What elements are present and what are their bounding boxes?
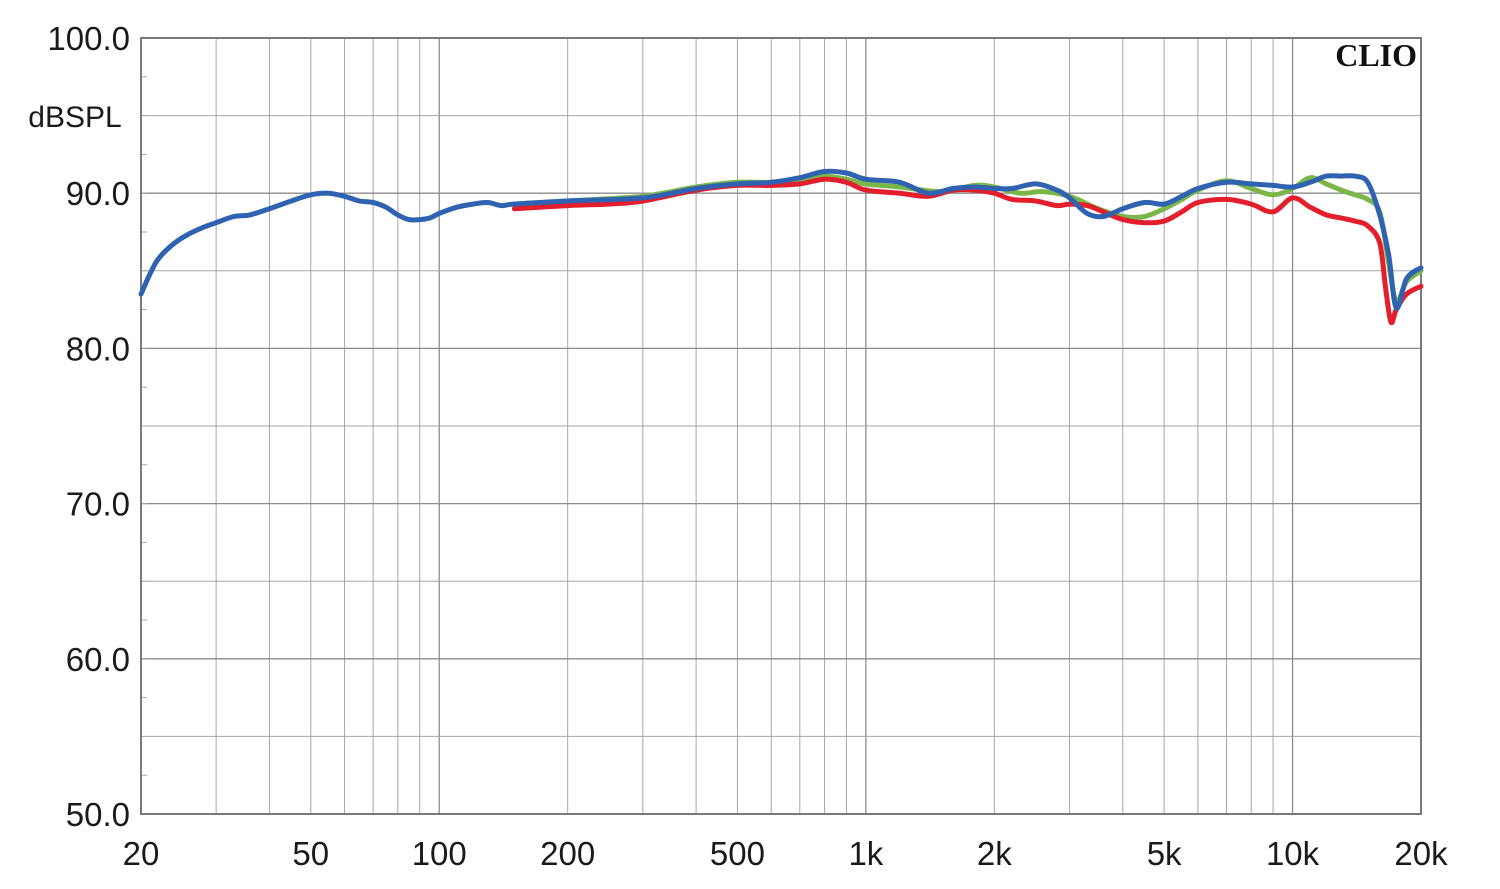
x-tick-label: 1k — [848, 835, 883, 872]
series-line-2 — [511, 176, 1424, 326]
clio-brand-logo: CLIO — [1335, 37, 1417, 73]
series-lines — [138, 168, 1424, 326]
x-tick-label: 100 — [412, 835, 467, 872]
y-axis-tick-labels: 100.0 90.0 80.0 70.0 60.0 50.0 — [47, 20, 130, 833]
y-tick-label: 100.0 — [47, 20, 130, 57]
series-line-3 — [138, 168, 1424, 311]
x-tick-label: 2k — [977, 835, 1012, 872]
y-axis-unit-label: dBSPL — [28, 101, 121, 134]
plot-frame — [140, 37, 1422, 815]
y-tick-label: 90.0 — [66, 175, 130, 212]
x-tick-label: 500 — [710, 835, 765, 872]
x-tick-label: 10k — [1266, 835, 1320, 872]
grid — [141, 37, 1421, 815]
y-tick-label: 50.0 — [66, 796, 130, 833]
y-tick-label: 80.0 — [66, 330, 130, 367]
x-tick-label: 50 — [292, 835, 329, 872]
x-tick-label: 5k — [1147, 835, 1182, 872]
x-axis-tick-labels: 20 50 100 200 500 1k 2k 5k 10k 20k — [123, 835, 1448, 872]
x-tick-label: 20 — [123, 835, 160, 872]
x-tick-label: 200 — [540, 835, 595, 872]
y-tick-label: 70.0 — [66, 486, 130, 523]
x-tick-label: 20k — [1394, 835, 1448, 872]
y-tick-label: 60.0 — [66, 641, 130, 678]
